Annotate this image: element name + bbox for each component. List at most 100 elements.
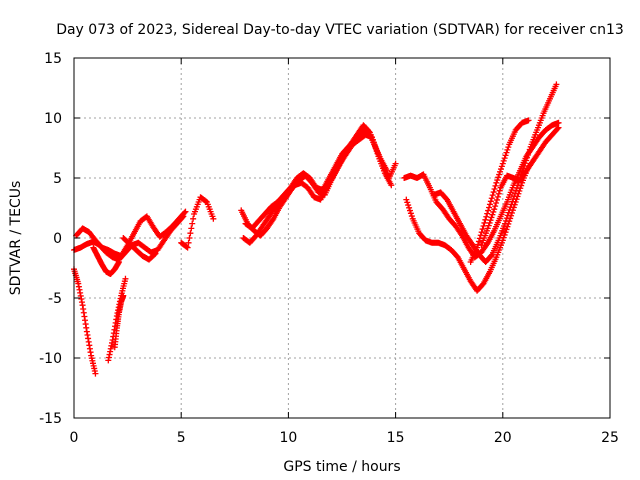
data-point [523, 157, 530, 164]
data-point [488, 195, 495, 202]
data-point [513, 184, 520, 191]
data-point [210, 215, 217, 222]
data-point [521, 163, 528, 169]
data-point [555, 124, 562, 131]
data-point [504, 212, 511, 219]
data-point [512, 187, 519, 194]
data-point [203, 198, 210, 205]
data-point [406, 204, 413, 211]
data-point [504, 223, 511, 230]
data-point [405, 202, 412, 209]
x-tick-label: 10 [279, 430, 297, 446]
data-point [182, 208, 189, 215]
y-tick-label: 15 [44, 51, 62, 67]
data-point [478, 229, 485, 236]
data-point [151, 251, 158, 258]
x-axis-title: GPS time / hours [283, 459, 400, 475]
data-point [487, 217, 494, 224]
data-point [488, 252, 495, 259]
data-point [526, 146, 533, 153]
data-point [492, 203, 499, 210]
data-point [404, 199, 411, 206]
data-point [510, 195, 517, 202]
data-point [486, 204, 493, 211]
data-point [512, 190, 519, 197]
data-point [490, 189, 497, 196]
y-tick-label: 10 [44, 111, 62, 127]
data-point [485, 207, 492, 214]
data-point [491, 185, 498, 192]
data-point [493, 200, 500, 207]
data-point [485, 222, 492, 229]
data-point [503, 215, 510, 222]
data-point [493, 196, 500, 203]
data-point [474, 244, 481, 251]
series-trace-h [178, 194, 217, 251]
series-trace-c [90, 244, 123, 277]
chart-title: Day 073 of 2023, Sidereal Day-to-day VTE… [56, 22, 624, 38]
data-point [120, 292, 127, 299]
series-trace-j [240, 131, 395, 246]
data-point [487, 198, 494, 205]
data-point [498, 163, 505, 170]
data-point [495, 190, 502, 197]
data-point [501, 155, 508, 162]
data-point [489, 211, 496, 218]
data-point [494, 193, 501, 200]
series-trace-o [467, 117, 532, 265]
data-point [187, 230, 194, 237]
data-point [501, 231, 508, 238]
data-point [496, 187, 503, 194]
data-point [188, 225, 195, 232]
data-point [486, 219, 493, 226]
data-point [499, 160, 506, 167]
data-point [553, 81, 560, 88]
data-point [554, 125, 561, 132]
data-point [509, 198, 516, 205]
data-points [71, 81, 562, 377]
y-tick-label: -10 [39, 351, 62, 367]
data-point [508, 201, 515, 208]
data-point [506, 206, 513, 213]
data-point [505, 209, 512, 216]
y-tick-label: -15 [39, 411, 62, 427]
data-point [480, 223, 487, 229]
y-tick-label: 0 [53, 231, 62, 247]
data-point [490, 208, 497, 215]
data-point [500, 157, 507, 164]
data-point [474, 241, 481, 248]
data-point [185, 239, 192, 246]
data-point [502, 217, 509, 224]
data-point [92, 370, 99, 377]
grid [74, 58, 610, 418]
series-trace-g [120, 235, 159, 263]
data-point [497, 168, 504, 175]
data-point [116, 259, 123, 265]
data-point [520, 165, 527, 172]
data-point [481, 219, 488, 226]
data-point [525, 149, 532, 156]
series-trace-b [73, 208, 189, 259]
y-tick-label: -5 [48, 291, 62, 307]
data-point [511, 193, 518, 200]
data-point [403, 196, 410, 203]
data-point [479, 226, 486, 233]
data-point [388, 182, 395, 189]
x-tick-label: 5 [177, 430, 186, 446]
x-tick-label: 15 [387, 430, 405, 446]
data-point [514, 182, 521, 189]
data-point [504, 146, 511, 153]
data-point [491, 206, 498, 213]
data-point [524, 152, 531, 159]
data-point [502, 229, 509, 236]
series-trace-f [111, 292, 127, 351]
data-point [503, 149, 510, 156]
data-point [501, 220, 508, 227]
data-point [484, 225, 491, 232]
data-point [497, 166, 504, 173]
data-point [482, 216, 489, 223]
data-point [181, 209, 188, 216]
data-point [392, 160, 399, 167]
data-point [486, 201, 493, 208]
